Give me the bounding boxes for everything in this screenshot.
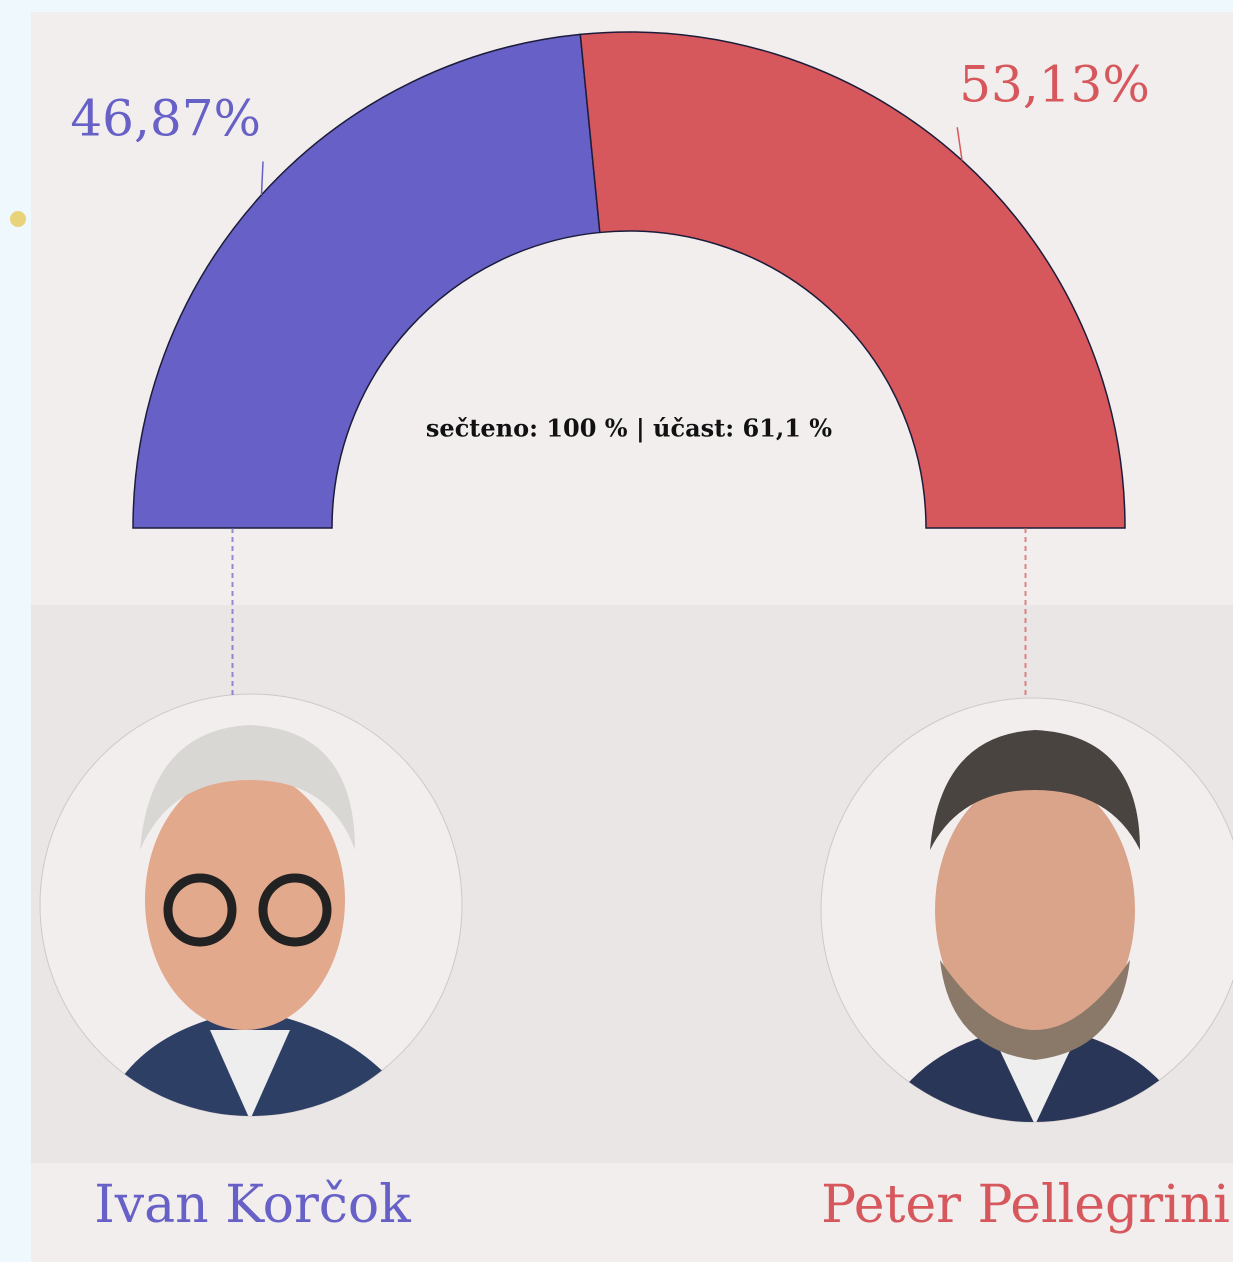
face bbox=[145, 770, 345, 1030]
photo-korcok bbox=[39, 693, 463, 1117]
candidate-name: Peter Pellegrini bbox=[821, 1175, 1230, 1235]
leader-line bbox=[956, 127, 963, 161]
photo-pellegrini bbox=[820, 697, 1233, 1123]
glasses bbox=[258, 873, 332, 947]
annotation: sečteno: 100 % | účast: 61,1 % bbox=[426, 414, 832, 443]
shirt bbox=[995, 1040, 1075, 1122]
candidate-name: Ivan Korčok bbox=[94, 1175, 411, 1235]
portrait bbox=[880, 730, 1190, 1122]
glasses bbox=[163, 873, 237, 947]
portrait bbox=[100, 725, 420, 1116]
icon bbox=[10, 211, 26, 227]
shirt bbox=[210, 1030, 290, 1116]
beard bbox=[940, 960, 1130, 1060]
leader-line bbox=[260, 161, 264, 195]
face bbox=[935, 775, 1135, 1045]
hair bbox=[930, 730, 1140, 850]
segment bbox=[132, 33, 601, 529]
hair bbox=[140, 725, 355, 850]
value-label: 53,13% bbox=[959, 55, 1150, 113]
segment bbox=[579, 31, 1126, 529]
value-label: 46,87% bbox=[70, 89, 261, 147]
